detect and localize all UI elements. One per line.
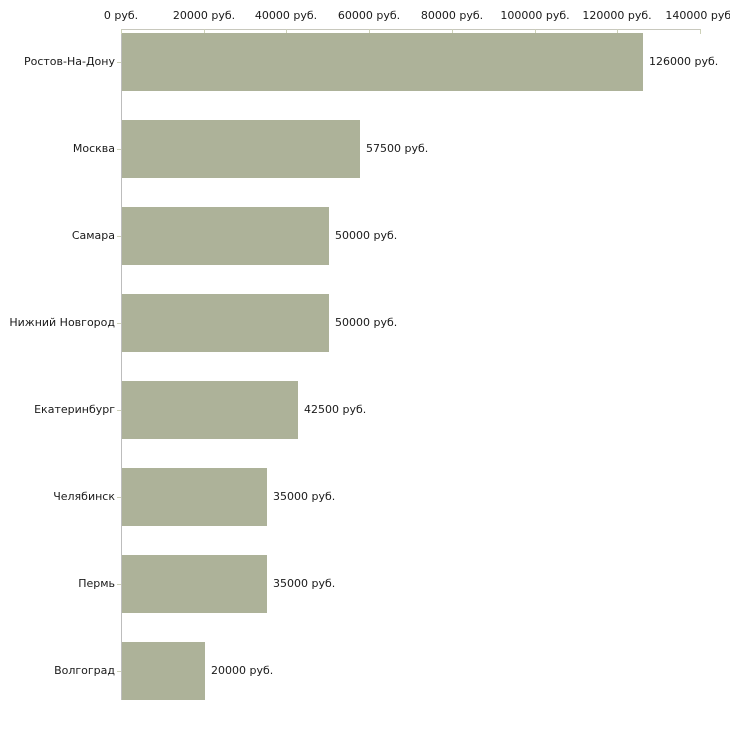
x-axis-tick-label: 120000 руб.	[582, 9, 652, 22]
x-axis-tick	[700, 29, 701, 34]
value-label: 20000 руб.	[211, 664, 274, 677]
category-label: Пермь	[78, 577, 115, 590]
y-axis-tick	[117, 149, 121, 150]
y-axis-tick	[117, 323, 121, 324]
bar	[122, 555, 267, 613]
y-axis-tick	[117, 62, 121, 63]
x-axis-tick-label: 140000 руб.	[665, 9, 730, 22]
bar	[122, 294, 329, 352]
y-axis-tick	[117, 497, 121, 498]
y-axis-line	[121, 29, 122, 700]
x-axis-tick-label: 80000 руб.	[420, 9, 484, 22]
x-axis-tick-label: 60000 руб.	[337, 9, 401, 22]
bar	[122, 33, 643, 91]
bar	[122, 642, 205, 700]
value-label: 50000 руб.	[335, 229, 398, 242]
x-axis-tick	[369, 29, 370, 34]
y-axis-tick	[117, 410, 121, 411]
bar	[122, 381, 298, 439]
category-label: Ростов-На-Дону	[23, 55, 115, 68]
category-label: Москва	[72, 142, 115, 155]
value-label: 126000 руб.	[649, 55, 719, 68]
y-axis-tick	[117, 671, 121, 672]
value-label: 50000 руб.	[335, 316, 398, 329]
value-label: 57500 руб.	[366, 142, 429, 155]
x-axis-tick	[452, 29, 453, 34]
x-axis-tick	[204, 29, 205, 34]
x-axis-tick-label: 0 руб.	[103, 9, 139, 22]
value-label: 35000 руб.	[273, 577, 336, 590]
value-label: 35000 руб.	[273, 490, 336, 503]
category-label: Нижний Новгород	[9, 316, 115, 329]
category-label: Самара	[71, 229, 115, 242]
category-label: Волгоград	[54, 664, 115, 677]
bar	[122, 120, 360, 178]
value-label: 42500 руб.	[304, 403, 367, 416]
x-axis-tick-label: 20000 руб.	[172, 9, 236, 22]
bar	[122, 468, 267, 526]
x-axis-tick	[121, 29, 122, 34]
bar	[122, 207, 329, 265]
x-axis-tick	[286, 29, 287, 34]
x-axis-line	[121, 29, 700, 30]
category-label: Челябинск	[53, 490, 115, 503]
x-axis-tick	[617, 29, 618, 34]
x-axis-tick-label: 100000 руб.	[500, 9, 570, 22]
x-axis-tick-label: 40000 руб.	[254, 9, 318, 22]
y-axis-tick	[117, 584, 121, 585]
x-axis-tick	[535, 29, 536, 34]
category-label: Екатеринбург	[34, 403, 115, 416]
y-axis-tick	[117, 236, 121, 237]
